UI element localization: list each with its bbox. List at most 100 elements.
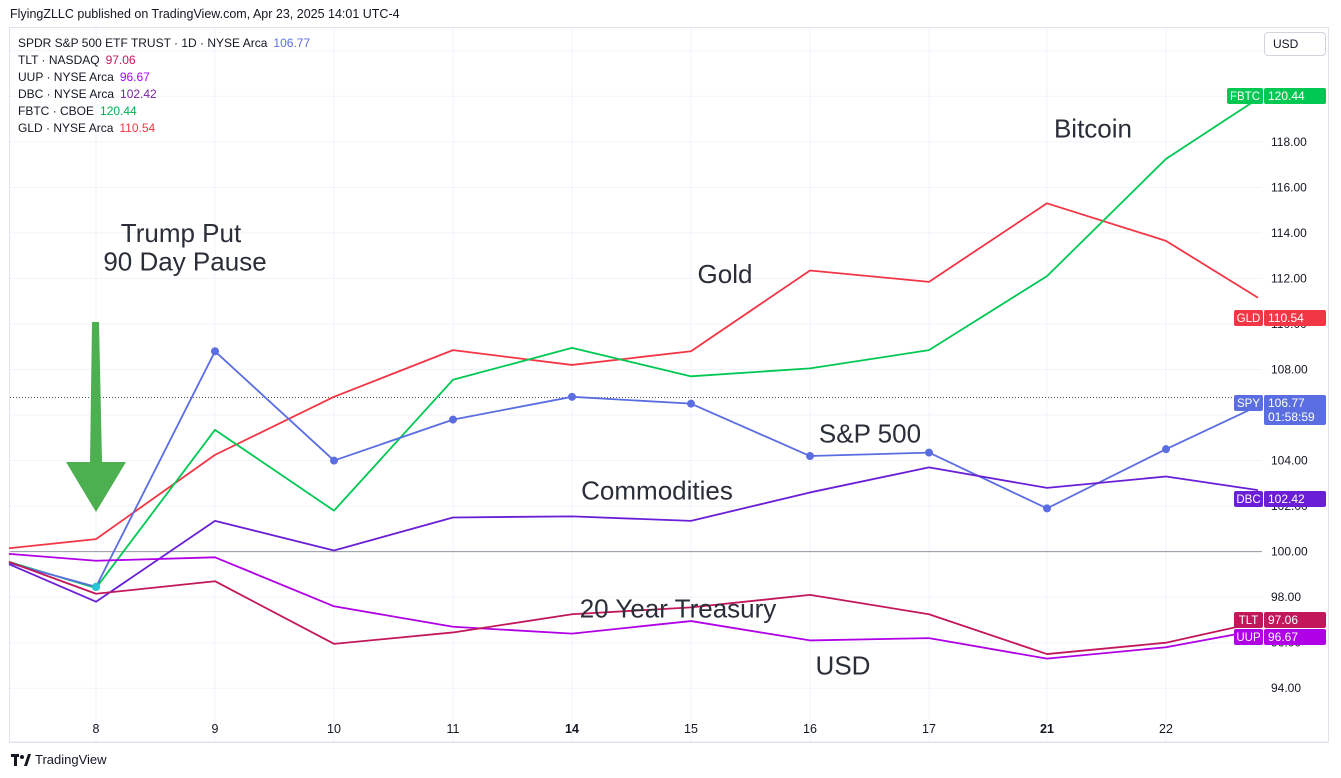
legend-row-spy[interactable]: SPDR S&P 500 ETF TRUST · 1D · NYSE Arca 1… [18, 35, 310, 52]
y-tick-label: 100.00 [1271, 545, 1308, 559]
tradingview-logo-icon [11, 753, 31, 766]
legend-value: 110.54 [119, 121, 156, 135]
data-point-spy [806, 452, 814, 461]
annotation-label: 90 Day Pause [103, 246, 266, 276]
price-tag-value-bg [1264, 612, 1326, 628]
x-tick-label: 15 [684, 722, 698, 736]
x-tick-label: 14 [565, 722, 579, 736]
y-tick-label: 116.00 [1271, 180, 1307, 194]
data-point-spy [449, 415, 457, 424]
y-tick-label: 114.00 [1271, 226, 1307, 240]
data-point-spy [925, 448, 933, 457]
legend-label: TLT · NASDAQ [18, 53, 100, 67]
price-tag-uup: UUP 96.67 [1234, 629, 1326, 645]
series-line-spy [8, 350, 1259, 588]
legend-row-fbtc[interactable]: FBTC · CBOE 120.44 [18, 103, 310, 120]
price-tag-value-bg [1264, 629, 1326, 645]
y-tick-label: 104.00 [1271, 454, 1308, 468]
price-tag-ticker: DBC [1236, 494, 1260, 506]
x-tick-label: 22 [1159, 722, 1173, 736]
x-tick-label: 17 [922, 722, 936, 736]
legend-value: 106.77 [273, 36, 311, 50]
legend-row-uup[interactable]: UUP · NYSE Arca 96.67 [18, 69, 310, 86]
price-tag-value-bg [1264, 88, 1326, 104]
publisher-header: FlyingZLLC published on TradingView.com,… [10, 7, 400, 21]
x-tick-label: 16 [803, 722, 817, 736]
legend-value: 120.44 [100, 104, 137, 118]
price-tag-ticker-bg [1234, 612, 1263, 628]
price-tag-value-bg [1264, 310, 1326, 326]
price-tag-ticker-bg [1227, 88, 1263, 104]
x-tick-label: 10 [327, 722, 341, 736]
legend-row-gld[interactable]: GLD · NYSE Arca 110.54 [18, 120, 310, 137]
legend-value: 97.06 [105, 53, 136, 67]
x-axis: 8 9 10 11 14 15 16 17 21 22 [93, 722, 1173, 736]
y-tick-label: 118.00 [1271, 135, 1307, 149]
price-tag-fbtc: FBTC 120.44 [1227, 88, 1326, 104]
x-tick-label: 11 [447, 722, 460, 736]
annotation-label: Bitcoin [1054, 113, 1132, 143]
series-line-tlt [8, 561, 1259, 655]
price-tag-value-bg [1264, 491, 1326, 507]
annotation-label: USD [816, 651, 871, 681]
series-line-dbc [8, 466, 1259, 603]
price-tag-ticker-bg [1234, 310, 1263, 326]
legend-row-dbc[interactable]: DBC · NYSE Arca 102.42 [18, 86, 310, 103]
price-tag-ticker-bg [1234, 395, 1263, 411]
x-tick-label: 8 [93, 722, 100, 736]
annotation-label: 20 Year Treasury [580, 594, 777, 624]
price-tag-ticker: UUP [1236, 632, 1261, 644]
price-tag-ticker-bg [1234, 629, 1263, 645]
price-tag-value: 97.06 [1268, 613, 1298, 627]
annotation-label: Trump Put [121, 218, 242, 248]
series-line-fbtc [8, 97, 1259, 589]
legend-value: 102.42 [120, 87, 157, 101]
series-line-uup [8, 553, 1259, 660]
price-tag-tlt: TLT 97.06 [1234, 612, 1326, 628]
x-tick-label: 9 [212, 722, 219, 736]
legend-row-tlt[interactable]: TLT · NASDAQ 97.06 [18, 52, 310, 69]
brand-label: TradingView [35, 752, 107, 767]
data-point-spy [1043, 504, 1051, 513]
data-point-highlight [92, 582, 100, 591]
data-point-spy [568, 392, 576, 401]
y-tick-label: 94.00 [1271, 681, 1301, 695]
down-arrow-icon [66, 322, 126, 512]
data-point-spy [1162, 445, 1170, 454]
tradingview-brand[interactable]: TradingView [11, 752, 107, 767]
price-tag-ticker: FBTC [1230, 91, 1260, 103]
legend-label: GLD · NYSE Arca [18, 121, 114, 135]
legend-value: 96.67 [119, 70, 150, 84]
price-tag-gld: GLD 110.54 [1234, 310, 1326, 326]
annotation-label: S&P 500 [819, 418, 921, 448]
series-lines [8, 97, 1259, 660]
price-tag-ticker-bg [1234, 491, 1263, 507]
price-tag-value-bg [1264, 395, 1326, 425]
y-axis: 94.0096.0098.00100.00102.00104.00106.001… [1271, 44, 1308, 695]
price-tag-ticker: TLT [1239, 615, 1259, 627]
currency-selector[interactable]: USD [1264, 32, 1326, 56]
price-tag-ticker: SPY [1237, 398, 1260, 410]
data-point-spy [330, 456, 338, 465]
legend: SPDR S&P 500 ETF TRUST · 1D · NYSE Arca 1… [18, 35, 310, 137]
price-tag-dbc: DBC 102.42 [1234, 491, 1326, 507]
y-tick-label: 112.00 [1271, 271, 1307, 285]
chart-grid [10, 28, 1328, 743]
price-tag-value: 110.54 [1268, 311, 1304, 325]
data-point-spy [211, 347, 219, 356]
legend-label: UUP · NYSE Arca [18, 70, 114, 84]
y-tick-label: 98.00 [1271, 590, 1301, 604]
price-tag-countdown: 01:58:59 [1268, 410, 1315, 424]
reference-lines [10, 397, 1262, 553]
series-line-gld [8, 202, 1259, 550]
legend-label: DBC · NYSE Arca [18, 87, 115, 101]
y-tick-label: 108.00 [1271, 363, 1308, 377]
price-tag-value: 102.42 [1268, 492, 1305, 506]
legend-label: FBTC · CBOE [18, 104, 95, 118]
annotation-label: Commodities [581, 475, 733, 505]
x-tick-label: 21 [1040, 722, 1054, 736]
